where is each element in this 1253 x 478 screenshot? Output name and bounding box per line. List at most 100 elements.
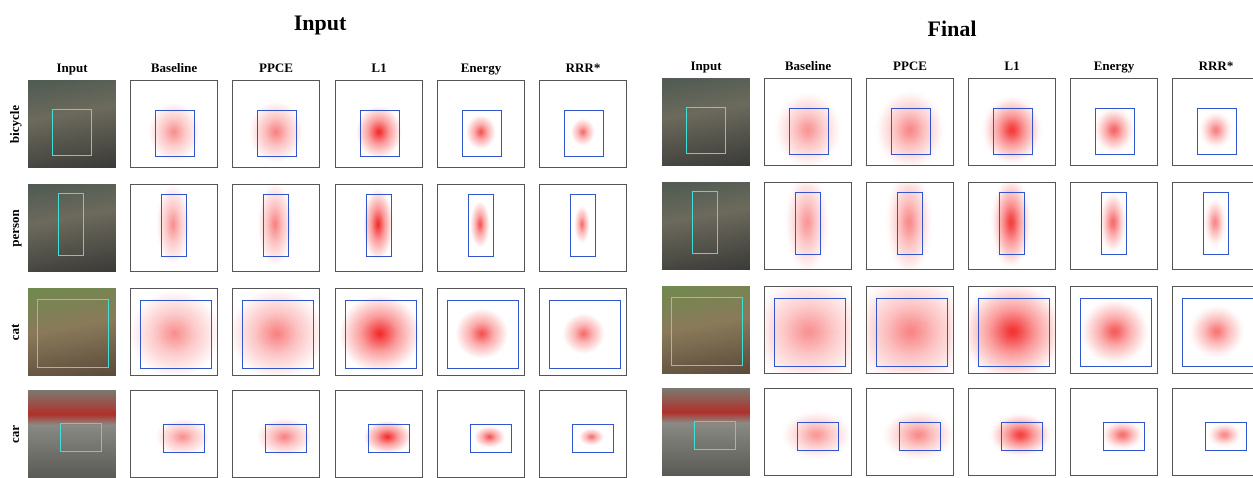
predicted-box [1079,298,1152,368]
heatmap [540,289,626,375]
column-header: Baseline [150,60,198,75]
heatmap [233,81,319,167]
predicted-box [1202,191,1230,256]
predicted-box [241,300,314,370]
predicted-box [461,110,503,157]
heatmap [765,79,851,165]
predicted-box [160,193,188,258]
attribution-map [1070,286,1158,374]
predicted-box [344,300,417,370]
predicted-box [998,191,1026,256]
input-image [662,286,750,374]
attribution-map [335,390,423,478]
attribution-map [968,388,1056,476]
input-image [662,182,750,270]
ground-truth-box [36,299,109,369]
predicted-box [162,423,205,453]
input-image [28,288,116,376]
attribution-map [539,184,627,272]
attribution-map [232,80,320,168]
input-image [662,78,750,166]
heatmap [438,81,524,167]
heatmap [540,391,626,477]
predicted-box [154,110,196,157]
heatmap [765,287,851,373]
predicted-box [898,421,941,451]
column-header: Baseline [784,58,832,73]
heatmap [867,389,953,475]
predicted-box [788,108,830,155]
predicted-box [796,421,839,451]
input-image [662,388,750,476]
predicted-box [992,108,1034,155]
attribution-map [232,184,320,272]
ground-truth-box [57,192,85,257]
predicted-box [563,110,605,157]
heatmap [131,289,217,375]
heatmap [1173,287,1253,373]
predicted-box [359,110,401,157]
column-header: Input [56,60,88,75]
ground-truth-box [59,422,102,452]
input-image [28,390,116,478]
heatmap [438,391,524,477]
predicted-box [367,423,410,453]
attribution-map [1070,78,1158,166]
panel-title: Final [927,16,977,41]
heatmap [540,81,626,167]
attribution-map [539,390,627,478]
attribution-map [335,288,423,376]
column-header: Input [690,58,722,73]
column-header: PPCE [893,58,927,73]
predicted-box [1181,298,1253,368]
heatmap [867,79,953,165]
attribution-map [968,78,1056,166]
predicted-box [264,423,307,453]
heatmap [969,79,1055,165]
heatmap [438,289,524,375]
attribution-map [232,288,320,376]
predicted-box [571,423,614,453]
column-header: Energy [460,60,502,75]
attribution-map [232,390,320,478]
predicted-box [139,300,212,370]
predicted-box [256,110,298,157]
predicted-box [1000,421,1043,451]
predicted-box [1204,421,1247,451]
attribution-map [866,388,954,476]
attribution-map [1070,388,1158,476]
heatmap [969,389,1055,475]
attribution-map [130,184,218,272]
predicted-box [875,298,948,368]
predicted-box [890,108,932,155]
heatmap [765,389,851,475]
attribution-map [539,80,627,168]
input-image [28,184,116,272]
predicted-box [1102,421,1145,451]
heatmap [1071,79,1157,165]
predicted-box [548,300,621,370]
attribution-map [866,78,954,166]
heatmap [336,289,422,375]
predicted-box [365,193,393,258]
attribution-map [764,78,852,166]
attribution-map [437,288,525,376]
predicted-box [469,423,512,453]
panel-title: Input [293,10,347,35]
predicted-box [1100,191,1128,256]
attribution-map [1070,182,1158,270]
column-header: L1 [1004,58,1020,73]
heatmap [336,391,422,477]
predicted-box [446,300,519,370]
heatmap [867,287,953,373]
predicted-box [896,191,924,256]
attribution-map [764,286,852,374]
attribution-map [1172,286,1253,374]
heatmap [1173,389,1253,475]
predicted-box [977,298,1050,368]
attribution-map [437,184,525,272]
attribution-map [968,286,1056,374]
predicted-box [794,191,822,256]
predicted-box [467,193,495,258]
attribution-map [764,182,852,270]
